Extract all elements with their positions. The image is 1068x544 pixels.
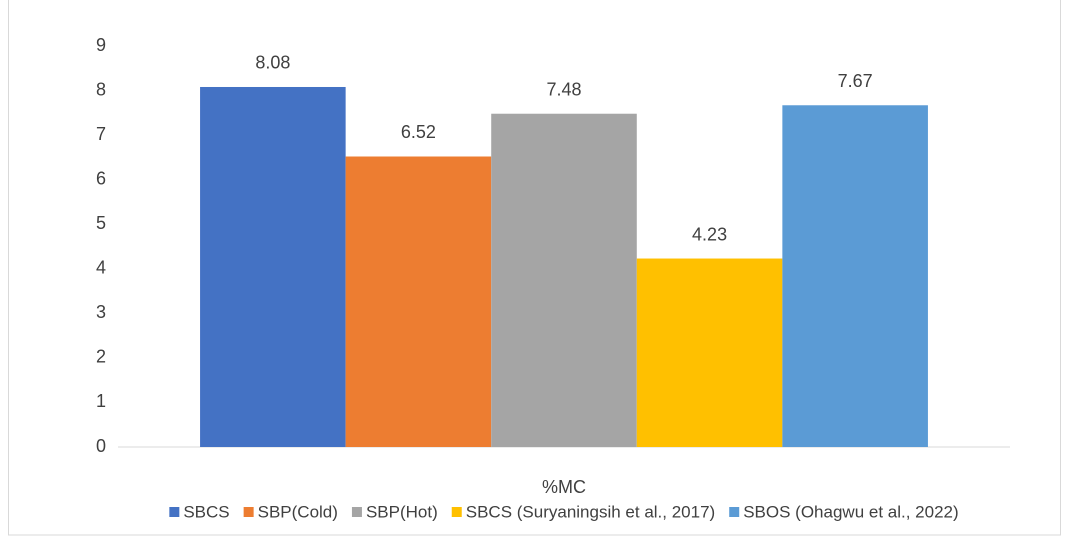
data-label: 7.67: [838, 71, 873, 91]
data-label: 6.52: [401, 122, 436, 142]
x-tick-label: %MC: [542, 477, 586, 497]
bar: [345, 156, 492, 447]
legend-swatch: [451, 507, 462, 517]
y-tick-label: 1: [96, 391, 106, 411]
legend-swatch: [729, 507, 740, 517]
legend-label: SBCS: [183, 502, 229, 521]
y-tick-label: 6: [96, 168, 106, 188]
legend-swatch: [243, 507, 254, 517]
legend-label: SBCS (Suryaningsih et al., 2017): [466, 502, 715, 521]
data-label: 4.23: [692, 224, 727, 244]
legend: SBCS SBP(Cold) SBP(Hot) SBCS (Suryaningsih …: [169, 502, 959, 521]
legend-label: SBP(Cold): [258, 502, 338, 521]
bar: [636, 258, 783, 447]
data-label: 8.08: [255, 53, 290, 73]
y-tick-label: 9: [96, 35, 106, 55]
y-tick-label: 8: [96, 79, 106, 99]
y-tick-label: 3: [96, 302, 106, 322]
legend-label: SBOS (Ohagwu et al., 2022): [743, 502, 958, 521]
bar: [782, 105, 928, 448]
bar: [491, 113, 637, 448]
y-tick-label: 5: [96, 213, 106, 233]
y-tick-label: 2: [96, 347, 106, 367]
y-tick-label: 0: [96, 436, 106, 456]
y-tick-label: 7: [96, 124, 106, 144]
legend-swatch: [169, 507, 180, 517]
data-label: 7.48: [546, 79, 581, 99]
y-tick-label: 4: [96, 258, 106, 278]
legend-swatch: [351, 507, 362, 517]
bar: [200, 86, 346, 447]
legend-label: SBP(Hot): [366, 502, 438, 521]
